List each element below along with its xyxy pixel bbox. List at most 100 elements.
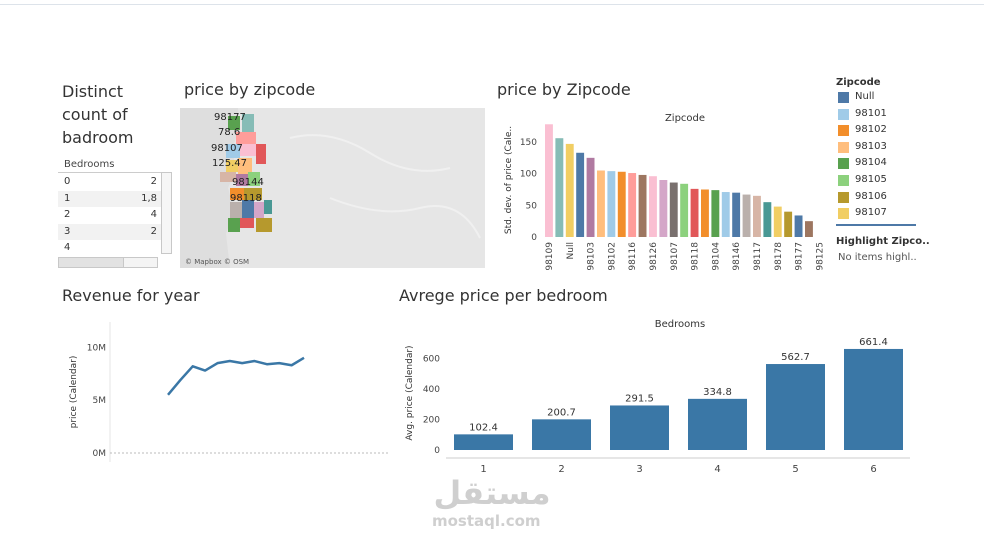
zip-bar[interactable] <box>555 138 564 237</box>
zip-region[interactable] <box>254 202 264 218</box>
legend-swatch <box>838 108 849 120</box>
x-tick-label: 98102 <box>607 242 617 271</box>
zip-bar-chart[interactable]: Zipcode Std. dev. of price (Cale.. 0 50 100 1… <box>495 105 835 275</box>
watermark-arabic: مستقل <box>433 474 551 512</box>
revenue-line[interactable] <box>167 356 305 396</box>
zip-bar[interactable] <box>576 152 585 237</box>
legend-swatch <box>838 208 849 220</box>
bedroom-bar[interactable] <box>532 419 591 450</box>
zip-bar[interactable] <box>649 176 657 237</box>
zip-bar[interactable] <box>701 189 709 238</box>
zip-region[interactable] <box>220 172 236 182</box>
x-tick-label: 98117 <box>753 242 763 271</box>
zip-bar[interactable] <box>565 143 574 237</box>
highlight-input[interactable]: No items highl.. <box>838 252 917 263</box>
zip-bar[interactable] <box>732 192 741 237</box>
zip-bar[interactable] <box>690 188 699 237</box>
zip-bar[interactable] <box>753 195 761 237</box>
zip-region[interactable] <box>240 144 256 156</box>
revenue-y-tick: 0M <box>93 449 107 459</box>
zip-bar[interactable] <box>794 215 803 237</box>
x-tick-label: 4 <box>714 464 720 475</box>
bedroom-bar[interactable] <box>688 398 747 450</box>
zip-bar[interactable] <box>721 192 730 237</box>
zip-bar[interactable] <box>773 206 782 237</box>
zip-region[interactable] <box>226 160 238 172</box>
zip-bar[interactable] <box>669 182 678 237</box>
legend-label: 98106 <box>855 190 887 202</box>
zip-bar[interactable] <box>638 174 647 237</box>
legend-label: 98102 <box>855 124 887 136</box>
zip-bar[interactable] <box>586 157 595 237</box>
bedroom-bar[interactable] <box>844 348 903 450</box>
y-tick-label: 100 <box>520 170 537 180</box>
legend-swatch <box>838 141 849 153</box>
zipcode-map[interactable]: 98177 78.6 98107 125.47 98144 98118 © Mapbox … <box>180 108 485 268</box>
zip-region[interactable] <box>228 116 240 130</box>
top-divider <box>0 4 984 5</box>
map-zip-label: 125.47 <box>212 158 247 169</box>
zip-bar[interactable] <box>545 124 553 237</box>
legend-swatch <box>838 158 849 170</box>
table-horizontal-scrollbar[interactable] <box>58 257 158 268</box>
bedroom-bar-chart[interactable]: Bedrooms Avg. price (Calendar) 0 200 400 600 1… <box>398 312 918 482</box>
map-zip-label: 98118 <box>230 193 262 204</box>
zip-bar[interactable] <box>597 170 605 238</box>
revenue-y-tick: 10M <box>87 343 106 353</box>
x-tick-label: 98109 <box>545 242 555 271</box>
zip-bar[interactable] <box>680 183 689 237</box>
table-scroll-thumb[interactable] <box>59 258 124 267</box>
zip-bar[interactable] <box>617 171 626 237</box>
distinct-title-line1: Distinct <box>62 82 124 101</box>
legend-swatch <box>838 175 849 186</box>
zip-region[interactable] <box>236 174 248 186</box>
zip-region[interactable] <box>242 114 254 132</box>
table-cell-bedrooms: 1 <box>64 192 71 204</box>
bedroom-bar-label: 562.7 <box>781 352 810 363</box>
zip-region[interactable] <box>256 218 272 232</box>
zip-region[interactable] <box>240 218 254 228</box>
x-tick-label: 98146 <box>732 242 742 271</box>
legend-label: 98105 <box>855 174 887 185</box>
zip-bar[interactable] <box>607 171 616 237</box>
zip-region[interactable] <box>230 202 242 218</box>
zip-region[interactable] <box>228 218 240 232</box>
x-tick-label: 98118 <box>691 242 701 271</box>
distinct-title-line3: badroom <box>62 128 134 147</box>
legend-label: 98103 <box>855 140 887 152</box>
zip-bar[interactable] <box>763 202 772 237</box>
zip-region[interactable] <box>244 188 262 200</box>
zip-region[interactable] <box>238 158 252 174</box>
legend-scroll-indicator[interactable] <box>836 224 916 226</box>
legend-swatch <box>838 125 849 137</box>
revenue-line-chart[interactable]: price (Calendar) 0M 5M 10M <box>58 322 390 472</box>
zip-bar[interactable] <box>628 173 637 237</box>
table-cell-bedrooms: 3 <box>64 225 71 237</box>
bedroom-bar[interactable] <box>766 364 825 450</box>
zip-bar[interactable] <box>784 211 793 237</box>
bedroom-bar-label: 661.4 <box>859 337 888 348</box>
table-vertical-scrollbar[interactable] <box>161 172 172 254</box>
zip-region[interactable] <box>226 144 240 158</box>
zip-region[interactable] <box>248 172 260 186</box>
table-row[interactable]: 4 <box>58 240 161 256</box>
bedroom-bar[interactable] <box>454 434 513 450</box>
zip-bar[interactable] <box>742 194 751 237</box>
table-row[interactable]: 1 1,8 <box>58 190 161 207</box>
zip-region[interactable] <box>236 132 256 144</box>
zip-region[interactable] <box>242 200 254 218</box>
zip-region[interactable] <box>256 144 266 164</box>
y-tick-label: 150 <box>520 138 537 148</box>
map-water-area <box>180 108 240 268</box>
zip-bar[interactable] <box>659 180 668 237</box>
zip-bar[interactable] <box>711 190 720 237</box>
zip-bar[interactable] <box>805 221 813 237</box>
bedroom-bar[interactable] <box>610 405 669 450</box>
zip-region[interactable] <box>264 200 272 214</box>
zip-region[interactable] <box>230 188 244 200</box>
legend-label: 98104 <box>855 157 887 169</box>
bedroom-bar-label: 334.8 <box>703 387 732 398</box>
